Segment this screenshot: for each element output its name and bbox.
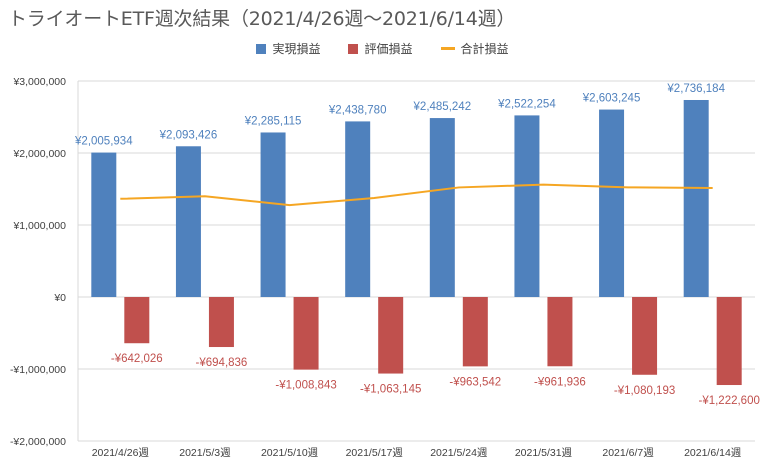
data-label-realized: ¥2,522,254 <box>497 98 556 110</box>
data-label-realized: ¥2,285,115 <box>244 115 302 127</box>
bar-unrealized <box>632 297 658 375</box>
bar-realized <box>429 118 455 297</box>
x-tick-label: 2021/5/3週 <box>179 447 231 459</box>
data-label-unrealized: -¥1,080,193 <box>614 385 675 397</box>
x-tick-label: 2021/6/14週 <box>684 447 742 459</box>
x-tick-label: 2021/5/24週 <box>430 447 488 459</box>
x-tick-label: 2021/5/17週 <box>346 447 404 459</box>
y-tick-label: ¥2,000,000 <box>12 148 66 160</box>
legend-item-realized: 実現損益 <box>256 40 320 57</box>
data-label-realized: ¥2,736,184 <box>666 83 725 95</box>
legend-item-total: 合計損益 <box>440 40 509 57</box>
legend-label-unrealized: 評価損益 <box>364 42 413 56</box>
data-label-unrealized: -¥642,026 <box>111 353 163 365</box>
y-tick-label: -¥1,000,000 <box>10 364 66 376</box>
bar-unrealized <box>208 297 234 348</box>
bar-unrealized <box>462 297 488 367</box>
x-tick-label: 2021/5/10週 <box>261 447 319 459</box>
legend-swatch-unrealized <box>348 43 359 54</box>
data-label-realized: ¥2,485,242 <box>413 101 472 113</box>
y-tick-label: ¥0 <box>53 292 66 304</box>
data-label-realized: ¥2,093,426 <box>159 129 218 141</box>
bar-unrealized <box>547 297 573 367</box>
x-tick-label: 2021/4/26週 <box>92 447 150 459</box>
data-label-unrealized: -¥694,836 <box>196 357 248 369</box>
bar-realized <box>91 152 117 297</box>
bar-realized <box>514 115 540 298</box>
bar-unrealized <box>124 297 150 344</box>
x-tick-label: 2021/5/31週 <box>515 447 573 459</box>
y-tick-label: ¥1,000,000 <box>12 220 66 232</box>
bar-realized <box>599 109 625 297</box>
data-label-unrealized: -¥1,222,600 <box>698 395 759 407</box>
bar-unrealized <box>716 297 742 386</box>
chart-title: トライオートETF週次結果（2021/4/26週～2021/6/14週） <box>8 8 516 30</box>
data-label-realized: ¥2,603,245 <box>582 93 641 105</box>
bar-unrealized <box>378 297 404 374</box>
x-tick-label: 2021/6/7週 <box>602 447 654 459</box>
legend-item-unrealized: 評価損益 <box>348 40 413 57</box>
bar-realized <box>175 146 201 297</box>
data-label-unrealized: -¥1,008,843 <box>275 380 336 392</box>
bar-realized <box>345 121 371 297</box>
legend-label-realized: 実現損益 <box>272 42 321 56</box>
legend-swatch-realized <box>256 43 267 54</box>
legend-label-total: 合計損益 <box>460 42 509 56</box>
legend-swatch-total <box>440 47 455 50</box>
bar-unrealized <box>293 297 319 370</box>
y-tick-label: ¥3,000,000 <box>12 76 66 88</box>
data-label-unrealized: -¥961,936 <box>534 376 586 388</box>
data-label-unrealized: -¥1,063,145 <box>360 384 421 396</box>
data-label-realized: ¥2,438,780 <box>328 104 387 116</box>
bar-realized <box>683 99 709 297</box>
y-tick-label: -¥2,000,000 <box>10 436 66 448</box>
bar-realized <box>260 132 286 297</box>
data-label-unrealized: -¥963,542 <box>449 376 501 388</box>
chart-legend: 実現損益 評価損益 合計損益 <box>0 40 765 57</box>
data-label-realized: ¥2,005,934 <box>74 136 133 148</box>
line-total <box>120 183 713 207</box>
